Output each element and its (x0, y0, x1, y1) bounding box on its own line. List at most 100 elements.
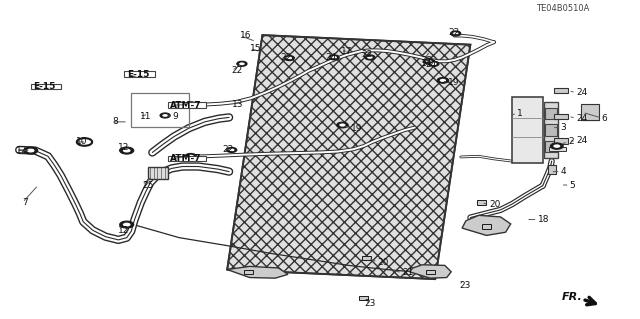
Bar (554, 114, 568, 119)
Text: 7: 7 (22, 198, 28, 207)
Text: 4: 4 (561, 167, 566, 176)
Polygon shape (462, 215, 511, 235)
Bar (548, 165, 556, 174)
Text: 24: 24 (325, 53, 337, 62)
Text: 24: 24 (576, 114, 588, 122)
Bar (426, 270, 435, 274)
Text: 6: 6 (602, 114, 607, 122)
Circle shape (440, 79, 446, 82)
Bar (544, 102, 558, 158)
Circle shape (188, 103, 194, 106)
Circle shape (337, 122, 348, 128)
Text: 15: 15 (250, 44, 261, 53)
Text: 12: 12 (16, 146, 28, 155)
Text: ATM-7: ATM-7 (170, 154, 201, 163)
Text: 8: 8 (112, 117, 118, 126)
Circle shape (550, 143, 563, 149)
Circle shape (123, 223, 131, 226)
Bar (244, 270, 253, 274)
Circle shape (185, 102, 196, 108)
Text: 22: 22 (448, 28, 460, 37)
Polygon shape (227, 35, 470, 279)
Text: 20: 20 (490, 200, 501, 209)
Text: 19: 19 (351, 124, 362, 133)
Circle shape (426, 60, 431, 63)
Bar (31, 84, 61, 89)
Circle shape (365, 55, 375, 60)
Circle shape (227, 147, 237, 152)
Bar (545, 124, 557, 136)
Text: 22: 22 (280, 53, 292, 62)
Circle shape (429, 61, 439, 66)
Circle shape (453, 32, 458, 35)
Bar (477, 200, 486, 205)
Text: 5: 5 (570, 181, 575, 189)
Text: 12: 12 (118, 226, 130, 235)
Circle shape (424, 59, 434, 64)
Bar (554, 88, 568, 93)
Text: 23: 23 (460, 281, 471, 290)
Bar (545, 108, 557, 119)
Bar (581, 104, 599, 120)
Bar (148, 167, 168, 179)
Text: FR.: FR. (562, 292, 582, 302)
Text: 2: 2 (568, 137, 574, 146)
Circle shape (287, 57, 292, 59)
Bar (131, 93, 189, 127)
Text: 10: 10 (76, 137, 87, 146)
Circle shape (188, 155, 194, 158)
Bar (545, 141, 557, 152)
Circle shape (27, 149, 35, 152)
Text: E-15: E-15 (33, 82, 56, 91)
Polygon shape (227, 266, 288, 278)
Text: 22: 22 (421, 56, 433, 65)
Text: 22: 22 (223, 145, 234, 154)
Text: 3: 3 (561, 123, 566, 132)
Circle shape (339, 123, 346, 127)
Bar (362, 256, 371, 260)
Text: 16: 16 (240, 31, 252, 40)
Circle shape (451, 31, 461, 36)
Circle shape (24, 147, 38, 154)
Text: 24: 24 (576, 137, 588, 145)
Text: TE04B0510A: TE04B0510A (536, 4, 589, 13)
Circle shape (229, 149, 234, 151)
Bar (124, 71, 155, 77)
Circle shape (437, 78, 449, 83)
Circle shape (553, 144, 561, 148)
Circle shape (431, 63, 436, 65)
Circle shape (367, 56, 372, 59)
Bar (168, 156, 206, 161)
Bar (549, 147, 566, 151)
Text: 1: 1 (517, 109, 523, 118)
Text: 22: 22 (362, 50, 373, 59)
Polygon shape (410, 265, 451, 278)
Circle shape (163, 114, 168, 117)
Bar (168, 102, 206, 108)
Text: 11: 11 (140, 112, 151, 121)
Text: 18: 18 (538, 215, 549, 224)
Text: 21: 21 (402, 268, 413, 277)
Circle shape (239, 63, 244, 65)
Text: 9: 9 (173, 112, 179, 121)
Circle shape (332, 56, 337, 59)
Text: E-15: E-15 (127, 70, 149, 78)
Text: 24: 24 (576, 88, 588, 97)
Text: 22: 22 (232, 66, 243, 75)
Circle shape (120, 221, 134, 228)
Circle shape (284, 56, 294, 61)
Text: 19: 19 (448, 78, 460, 87)
Text: 23: 23 (365, 299, 376, 308)
Circle shape (120, 147, 134, 154)
Text: ATM-7: ATM-7 (170, 101, 201, 110)
Circle shape (237, 61, 247, 66)
Bar (512, 97, 543, 163)
Circle shape (329, 55, 339, 60)
Circle shape (185, 153, 196, 159)
Circle shape (160, 113, 170, 118)
Text: 14: 14 (421, 59, 433, 68)
Text: 20: 20 (378, 258, 389, 267)
Text: 24: 24 (426, 60, 437, 69)
Bar (554, 138, 568, 144)
Text: 25: 25 (142, 181, 154, 189)
